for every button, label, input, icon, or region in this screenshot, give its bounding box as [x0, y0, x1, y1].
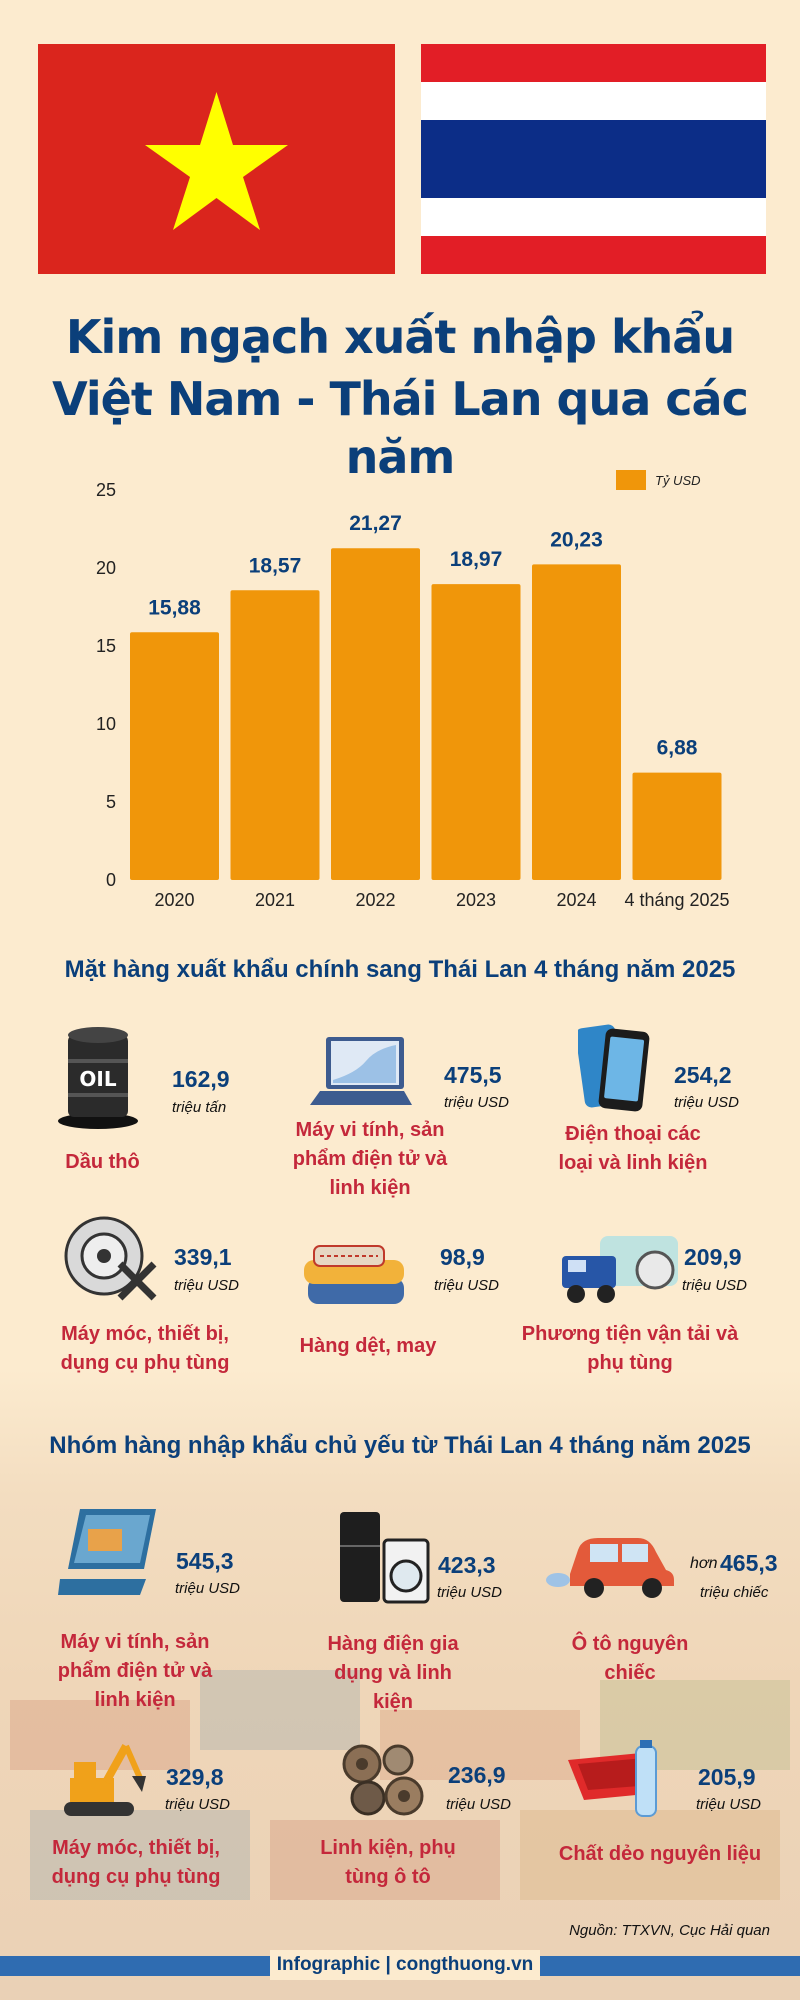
container-block — [200, 1670, 360, 1750]
export-value: 475,5 — [444, 1062, 502, 1088]
export-value: 162,9 — [172, 1066, 230, 1092]
oil-barrel-icon: OIL — [58, 1027, 138, 1129]
x-tick-label: 4 tháng 2025 — [624, 890, 729, 910]
export-label: Dầu thô — [65, 1151, 140, 1173]
main-title-line2: Việt Nam - Thái Lan qua các năm — [52, 372, 749, 484]
legend-swatch — [616, 470, 646, 490]
container-block — [520, 1810, 780, 1900]
y-tick-label: 0 — [106, 870, 116, 890]
export-label: Máy vi tính, sản phẩm điện tử và linh ki… — [292, 1119, 448, 1199]
source-note: Nguồn: TTXVN, Cục Hải quan — [569, 1922, 770, 1939]
export-label: Hàng dệt, may — [299, 1335, 437, 1357]
data-label: 6,88 — [657, 737, 698, 760]
data-label: 21,27 — [349, 512, 402, 535]
import-value: 465,3 — [720, 1550, 778, 1576]
svg-text:OIL: OIL — [79, 1067, 116, 1091]
auto-parts-icon — [342, 1744, 424, 1816]
container-block — [10, 1700, 190, 1770]
export-unit: triệu USD — [682, 1277, 748, 1294]
data-label: 18,97 — [450, 548, 503, 571]
thailand-flag — [421, 44, 766, 274]
import-label: Hàng điện gia dụng và linh kiện — [327, 1633, 459, 1713]
import-prefix: hơn — [690, 1555, 718, 1572]
car-icon — [546, 1538, 674, 1598]
export-unit: triệu USD — [674, 1094, 740, 1111]
bar — [331, 548, 420, 880]
bar — [431, 584, 521, 880]
data-label: 20,23 — [550, 528, 603, 551]
exports-title: Mặt hàng xuất khẩu chính sang Thái Lan 4… — [64, 956, 736, 983]
data-label: 15,88 — [148, 596, 201, 619]
export-unit: triệu USD — [444, 1094, 510, 1111]
trade-bar-chart: 0 5 10 15 20 25 15,88 2020 18,57 2021 21,27 2022 18,… — [96, 470, 730, 910]
import-label: Máy vi tính, sản phẩm điện tử và linh ki… — [57, 1631, 213, 1711]
y-tick-label: 20 — [96, 558, 116, 578]
laptop-icon — [310, 1037, 412, 1105]
footer-credit: Infographic | congthuong.vn — [270, 1950, 540, 1980]
import-unit: triệu chiếc — [700, 1584, 769, 1601]
export-label: Điện thoại các loại và linh kiện — [558, 1123, 708, 1174]
import-unit: triệu USD — [437, 1584, 503, 1601]
imports-title: Nhóm hàng nhập khẩu chủ yếu từ Thái Lan … — [49, 1432, 751, 1459]
import-value: 205,9 — [698, 1764, 756, 1790]
x-tick-label: 2020 — [154, 890, 194, 910]
x-tick-label: 2024 — [556, 890, 596, 910]
x-tick-label: 2022 — [355, 890, 395, 910]
export-label: Máy móc, thiết bị, dụng cụ phụ tùng — [60, 1323, 230, 1374]
data-label: 18,57 — [249, 554, 302, 577]
y-tick-label: 25 — [96, 480, 116, 500]
export-value: 254,2 — [674, 1062, 732, 1088]
import-value: 236,9 — [448, 1762, 506, 1788]
import-unit: triệu USD — [175, 1580, 241, 1597]
export-value: 339,1 — [174, 1244, 232, 1270]
export-unit: triệu USD — [434, 1277, 500, 1294]
port-background — [0, 1370, 800, 2000]
import-label: Chất dẻo nguyên liệu — [558, 1843, 762, 1865]
machine-parts-icon — [64, 1216, 157, 1301]
import-unit: triệu USD — [165, 1796, 231, 1813]
excavator-icon — [64, 1744, 146, 1816]
textile-icon — [304, 1245, 404, 1304]
bar — [532, 564, 621, 880]
vietnam-flag — [38, 44, 395, 274]
bar — [230, 590, 320, 880]
legend-label: Tỷ USD — [655, 473, 701, 488]
import-value: 329,8 — [166, 1764, 224, 1790]
smartphone-icon — [578, 1024, 650, 1112]
y-tick-label: 15 — [96, 636, 116, 656]
export-unit: triệu USD — [174, 1277, 240, 1294]
import-label: Máy móc, thiết bị, dụng cụ phụ tùng — [51, 1837, 221, 1888]
container-block — [30, 1810, 250, 1900]
y-tick-label: 5 — [106, 792, 116, 812]
laptop-icon — [58, 1509, 156, 1595]
export-value: 209,9 — [684, 1244, 742, 1270]
import-unit: triệu USD — [696, 1796, 762, 1813]
export-unit: triệu tấn — [172, 1099, 227, 1116]
y-tick-label: 10 — [96, 714, 116, 734]
export-label: Phương tiện vận tải và phụ tùng — [521, 1323, 739, 1374]
main-title-line1: Kim ngạch xuất nhập khẩu — [65, 310, 735, 364]
import-value: 423,3 — [438, 1552, 496, 1578]
truck-icon — [562, 1236, 678, 1303]
bar — [632, 772, 722, 880]
plastic-icon — [568, 1740, 657, 1817]
import-value: 545,3 — [176, 1548, 234, 1574]
x-tick-label: 2023 — [456, 890, 496, 910]
export-value: 98,9 — [440, 1244, 485, 1270]
container-block — [270, 1820, 500, 1900]
import-label: Ô tô nguyên chiếc — [571, 1633, 689, 1684]
x-tick-label: 2021 — [255, 890, 295, 910]
import-label: Linh kiện, phụ tùng ô tô — [320, 1837, 456, 1888]
home-appliances-icon — [340, 1512, 430, 1604]
container-block — [380, 1710, 580, 1780]
bar — [130, 632, 219, 880]
import-unit: triệu USD — [446, 1796, 512, 1813]
